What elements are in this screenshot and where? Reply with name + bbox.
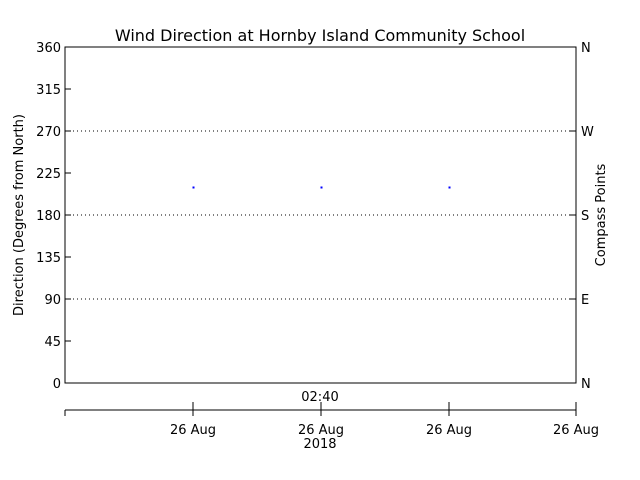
y-tick-label: 45 [44, 335, 61, 350]
y-tick-label: 270 [36, 125, 61, 140]
x-time-axis: 26 Aug 26 Aug 26 Aug 26 Aug [64, 402, 599, 438]
x-tick-label: 26 Aug [426, 423, 472, 438]
y-tick-label: 315 [36, 83, 61, 98]
compass-tick-label: N [581, 377, 591, 392]
data-point [320, 186, 323, 189]
right-axis-label: Compass Points [594, 163, 609, 266]
chart-title: Wind Direction at Hornby Island Communit… [115, 26, 525, 45]
x-tick-label: 26 Aug [170, 423, 216, 438]
data-point [192, 186, 195, 189]
y-tick-label: 180 [36, 209, 61, 224]
x-tick-label: 26 Aug [553, 423, 599, 438]
year-label: 2018 [303, 437, 336, 452]
y-tick-label: 90 [44, 293, 61, 308]
y-tick-label: 360 [36, 41, 61, 56]
y-tick-label: 135 [36, 251, 61, 266]
y-axis-label: Direction (Degrees from North) [12, 114, 27, 316]
y-tick-label: 0 [53, 377, 61, 392]
x-tick-label: 26 Aug [298, 423, 344, 438]
compass-tick-label: E [581, 293, 589, 308]
time-label: 02:40 [301, 390, 338, 405]
left-y-axis: 0 45 90 135 180 225 270 315 360 [36, 41, 71, 392]
right-compass-axis: N E S W N [570, 41, 594, 392]
compass-tick-label: W [581, 125, 594, 140]
grid-lines [65, 130, 576, 300]
compass-tick-label: N [581, 41, 591, 56]
compass-tick-label: S [581, 209, 589, 224]
y-tick-label: 225 [36, 167, 61, 182]
data-points [192, 186, 451, 189]
data-point [448, 186, 451, 189]
